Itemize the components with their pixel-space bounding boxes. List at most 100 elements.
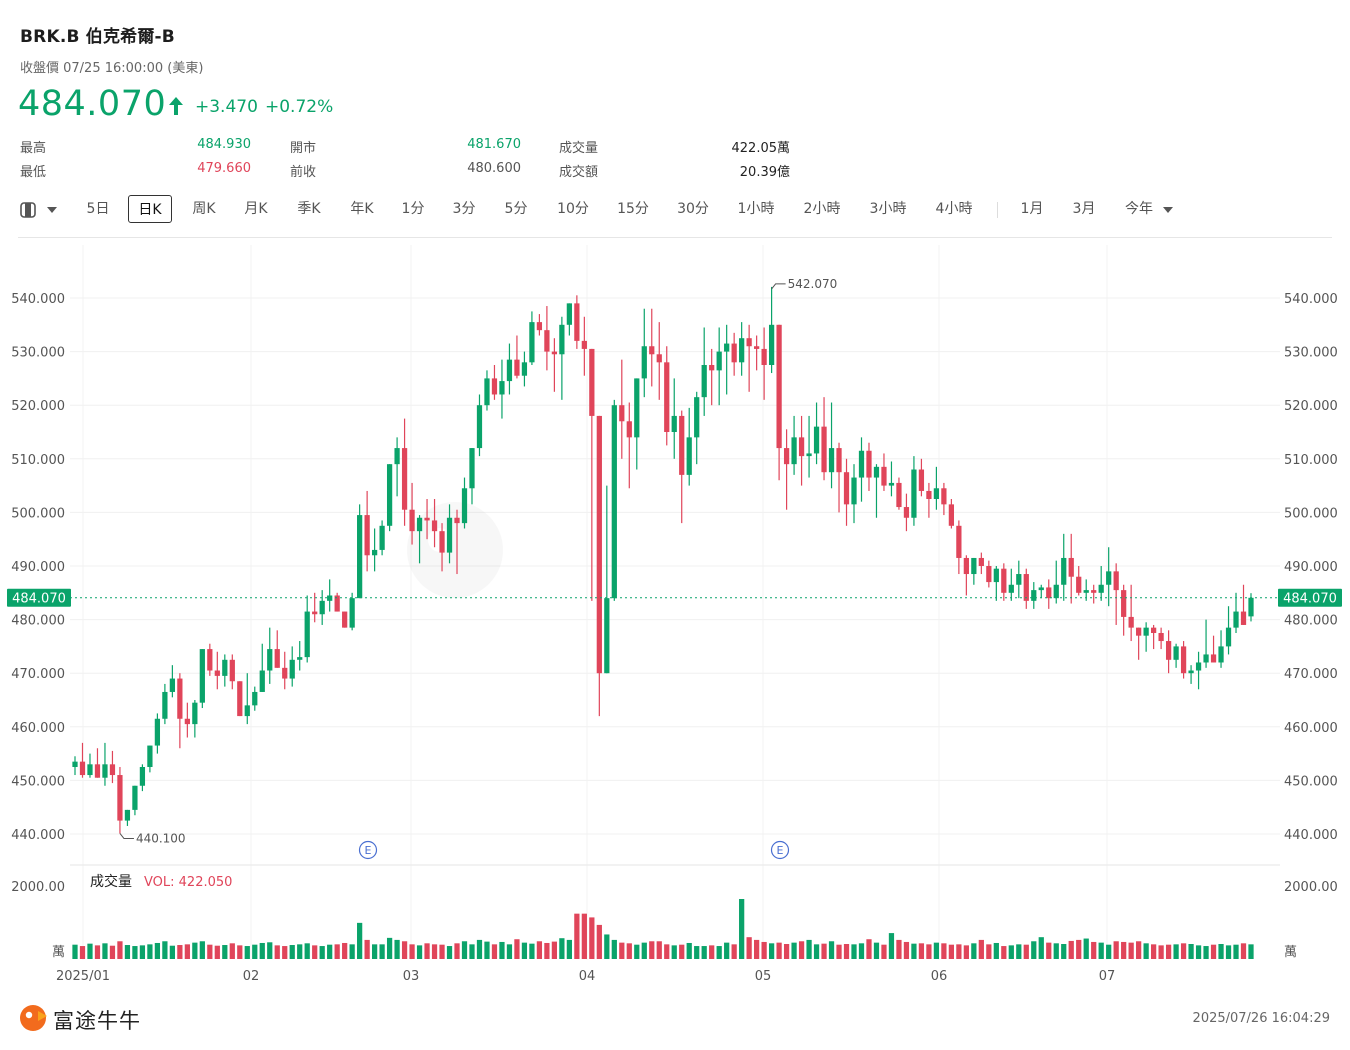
tab-30min[interactable]: 30分 (677, 201, 709, 217)
volume-bar (87, 943, 93, 959)
tab-4hour[interactable]: 4小時 (935, 201, 973, 217)
candle-body (604, 598, 610, 674)
candle-body (536, 322, 543, 331)
volume-bar (1046, 942, 1052, 959)
y-tick-label-right: 470.000 (1284, 667, 1338, 682)
volume-bar (881, 944, 887, 959)
volume-bar (192, 942, 198, 959)
candle-body (709, 365, 715, 371)
candle-body (199, 649, 205, 703)
tab-daily-k[interactable]: 日K (128, 195, 172, 223)
volume-bar (1225, 945, 1232, 959)
volume-bar (162, 941, 168, 959)
tab-2hour[interactable]: 2小時 (803, 201, 841, 217)
watermark-logo (407, 502, 503, 598)
tab-15min[interactable]: 15分 (617, 201, 649, 217)
candle-body (664, 362, 670, 432)
tab-yearly-k[interactable]: 年K (350, 201, 374, 217)
y-tick-label-left: 480.000 (11, 614, 65, 629)
tab-10min[interactable]: 10分 (557, 201, 589, 217)
candle-body (169, 678, 175, 692)
candle-body (349, 598, 355, 628)
x-tick-label: 06 (931, 969, 948, 984)
chevron-down-icon[interactable] (47, 207, 57, 214)
tab-ytd[interactable]: 今年 (1125, 201, 1153, 217)
y-tick-label-right: 530.000 (1284, 346, 1338, 361)
tab-3min[interactable]: 3分 (452, 201, 476, 217)
tab-5d[interactable]: 5日 (86, 201, 110, 217)
volume-bar (551, 941, 558, 959)
volume-bar (933, 942, 940, 959)
candle-body (1016, 574, 1022, 585)
volume-bar (701, 946, 707, 959)
volume-axis-tick-left: 2000.00 (11, 880, 65, 895)
tab-3hour[interactable]: 3小時 (869, 201, 907, 217)
volume-bar (679, 944, 685, 959)
candle-body (828, 448, 835, 473)
candle-body (139, 767, 146, 786)
volume-bar (506, 944, 513, 959)
candle-body (1180, 646, 1187, 674)
volume-bar (843, 944, 850, 959)
candle-body (177, 678, 183, 719)
y-tick-label-right: 460.000 (1284, 721, 1338, 736)
volume-bar (656, 941, 662, 959)
candle-body (866, 450, 872, 478)
tab-quarterly-k[interactable]: 季K (297, 201, 321, 217)
candle-body (319, 600, 325, 615)
volume-bar (641, 942, 647, 959)
volume-bar (798, 941, 805, 959)
y-tick-label-right: 520.000 (1284, 399, 1338, 414)
candle-body (701, 365, 707, 398)
chart-style-icon[interactable] (20, 202, 36, 218)
ytd-chevron-down-icon[interactable] (1163, 207, 1173, 214)
volume-axis-tick-right: 2000.00 (1284, 880, 1338, 895)
tab-monthly-k[interactable]: 月K (244, 201, 268, 217)
volume-bar (948, 944, 955, 959)
volume-bar (776, 942, 782, 959)
volume-bar (866, 939, 872, 959)
arrow-up-icon (169, 97, 183, 115)
volume-bar (386, 937, 393, 959)
volume-bar (596, 924, 602, 959)
tab-weekly-k[interactable]: 周K (192, 201, 216, 217)
earnings-marker-label: E (777, 844, 784, 857)
y-tick-label-left: 520.000 (11, 399, 65, 414)
volume-bar (918, 943, 925, 959)
candle-body (1113, 571, 1119, 591)
candle-body (371, 549, 378, 556)
volume-bar (521, 942, 528, 959)
volume-bar (267, 942, 273, 959)
volume-bar (177, 945, 183, 959)
candle-body (237, 681, 243, 717)
volume-bar (544, 942, 550, 959)
y-tick-label-left: 450.000 (11, 774, 65, 789)
candle-body (94, 764, 101, 778)
tab-5min[interactable]: 5分 (504, 201, 528, 217)
volume-bar (446, 946, 453, 959)
tab-3month[interactable]: 3月 (1072, 201, 1096, 217)
tab-1hour[interactable]: 1小時 (737, 201, 775, 217)
candle-body (491, 378, 498, 395)
candle-body (87, 764, 93, 776)
volume-bar (1143, 943, 1149, 959)
candle-body (364, 515, 370, 556)
candle-body (694, 397, 700, 438)
volume-bar (1121, 941, 1127, 959)
current-price: 484.070 (18, 84, 167, 124)
candle-body (836, 448, 842, 473)
candle-body (499, 381, 505, 395)
volume-bar (971, 943, 977, 959)
y-tick-label-left: 500.000 (11, 506, 65, 521)
volume-bar (574, 913, 580, 959)
volume-bar (222, 945, 228, 959)
volume-bar (1076, 939, 1082, 959)
tab-1min[interactable]: 1分 (401, 201, 425, 217)
chart-grid (70, 245, 1280, 960)
candle-body (304, 611, 310, 658)
candle-body (888, 482, 895, 486)
tab-1month[interactable]: 1月 (1020, 201, 1044, 217)
candle-body (978, 557, 984, 566)
volume-bar (828, 941, 835, 959)
